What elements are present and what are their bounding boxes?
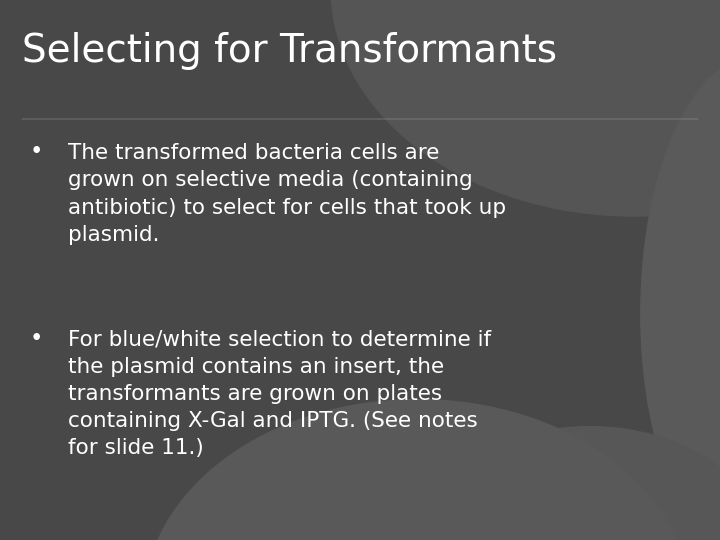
Circle shape xyxy=(410,427,720,540)
Ellipse shape xyxy=(641,57,720,540)
Text: Selecting for Transformants: Selecting for Transformants xyxy=(22,32,557,70)
Text: For blue/white selection to determine if
the plasmid contains an insert, the
tra: For blue/white selection to determine if… xyxy=(68,329,492,458)
Text: •: • xyxy=(30,327,42,350)
Text: •: • xyxy=(30,140,42,164)
Text: The transformed bacteria cells are
grown on selective media (containing
antibiot: The transformed bacteria cells are grown… xyxy=(68,143,507,245)
Circle shape xyxy=(331,0,720,216)
Circle shape xyxy=(144,400,691,540)
